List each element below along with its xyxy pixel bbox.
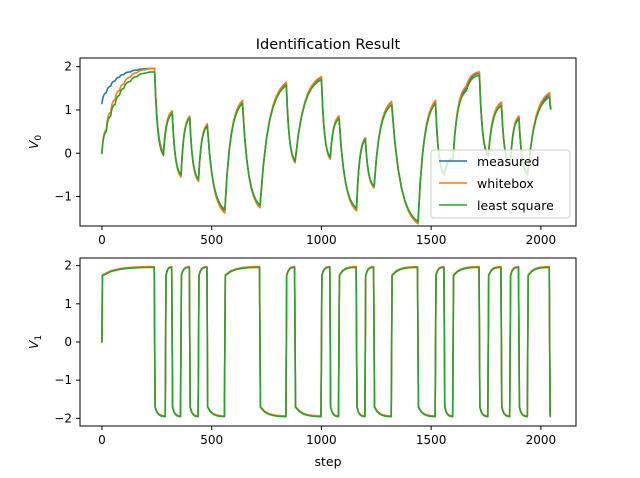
bottom-ytick-label: −2 — [54, 411, 72, 425]
bottom-ylabel-sub: 1 — [34, 335, 44, 341]
bottom-series-whitebox — [101, 265, 552, 417]
top-ylabel-main: V — [26, 139, 41, 149]
top-xtick-label: 1500 — [416, 233, 447, 247]
bottom-ytick-label: 2 — [64, 259, 72, 273]
bottom-ylabel: V1 — [26, 335, 44, 349]
top-xtick-label: 1000 — [306, 233, 337, 247]
bottom-ticks-group: 0 500 1000 1500 2000 −2 −1 0 1 2 — [54, 259, 556, 447]
chart-title: Identification Result — [256, 37, 401, 53]
top-axes-frame — [79, 57, 577, 227]
top-ylabel: V0 — [26, 135, 44, 150]
bottom-xtick-label: 1500 — [416, 433, 447, 447]
bottom-xtick-label: 500 — [200, 433, 223, 447]
bottom-xlabel: step — [314, 454, 341, 469]
top-ylabel-sub: 0 — [34, 135, 44, 141]
top-ytick-label: 0 — [64, 146, 72, 160]
legend-label-whitebox: whitebox — [477, 176, 534, 191]
legend: measured whitebox least square — [430, 149, 571, 219]
top-ytick-label: −1 — [54, 190, 72, 204]
bottom-series-group — [101, 265, 552, 418]
top-ytick-label: 2 — [64, 60, 72, 74]
bottom-xtick-label: 0 — [98, 433, 106, 447]
top-xtick-label: 2000 — [526, 233, 557, 247]
top-xtick-label: 0 — [98, 233, 106, 247]
legend-label-least-square: least square — [477, 198, 554, 213]
legend-label-measured: measured — [477, 154, 539, 169]
top-ticks-group: 0 500 1000 1500 2000 −1 0 1 2 — [54, 60, 556, 247]
bottom-ytick-label: 0 — [64, 335, 72, 349]
legend-box — [430, 149, 571, 219]
top-subplot: Identification Result 0 500 1000 1500 2000 −1… — [26, 37, 577, 247]
bottom-xtick-label: 2000 — [526, 433, 557, 447]
top-ytick-label: 1 — [64, 103, 72, 117]
top-xtick-label: 500 — [200, 233, 223, 247]
bottom-ytick-label: −1 — [54, 373, 72, 387]
top-series-least-square — [101, 71, 552, 223]
top-series-group — [101, 67, 552, 225]
bottom-xtick-label: 1000 — [306, 433, 337, 447]
bottom-series-least-square — [101, 266, 552, 418]
bottom-ylabel-main: V — [26, 339, 41, 349]
bottom-ytick-label: 1 — [64, 297, 72, 311]
bottom-series-measured — [101, 266, 552, 418]
